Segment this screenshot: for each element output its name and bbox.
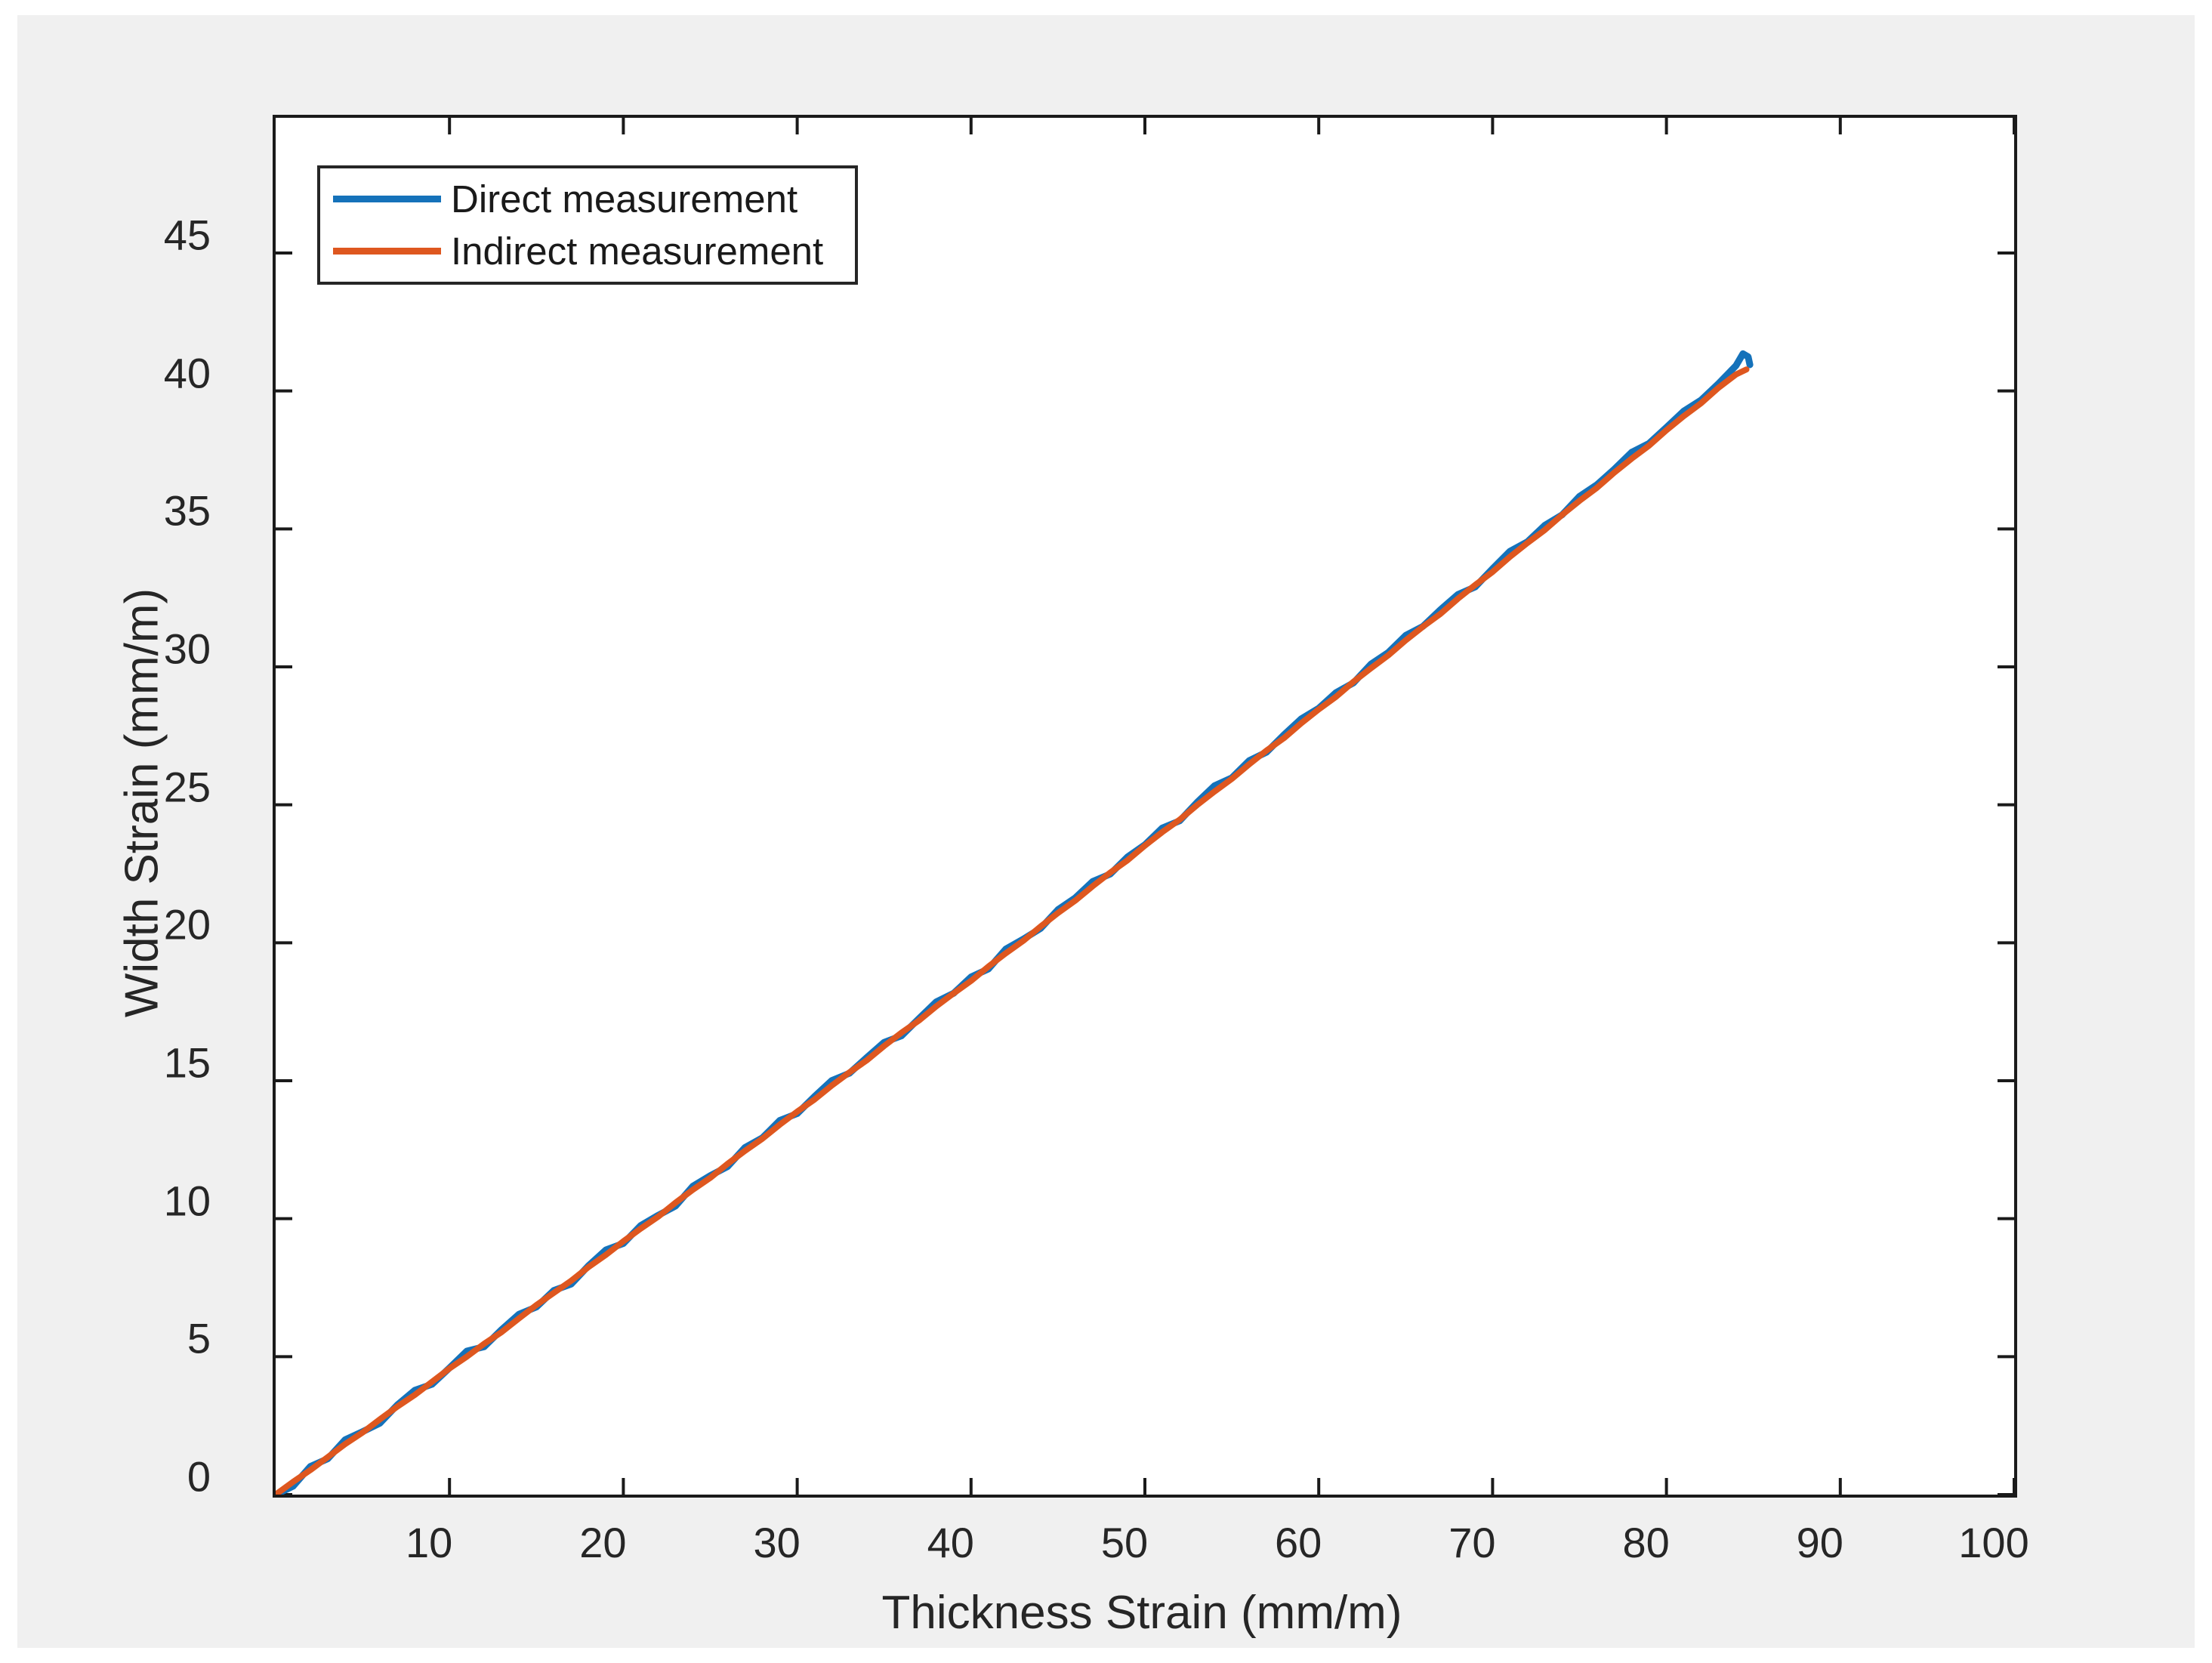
x-tick-label: 60 bbox=[1275, 1519, 1322, 1566]
legend-item-indirect[interactable]: Indirect measurement bbox=[320, 229, 855, 273]
y-axis-title: Width Strain (mm/m) bbox=[116, 588, 168, 1018]
y-tick-label: 0 bbox=[187, 1452, 211, 1501]
x-tick-label: 20 bbox=[579, 1519, 627, 1566]
x-tick-label: 90 bbox=[1796, 1519, 1843, 1566]
y-tick-label: 35 bbox=[163, 486, 211, 535]
legend-label-direct: Direct measurement bbox=[451, 177, 798, 221]
series-line-indirect[interactable] bbox=[276, 366, 1750, 1495]
x-tick-label: 10 bbox=[406, 1519, 453, 1566]
y-tick-label: 30 bbox=[163, 625, 211, 673]
legend-label-indirect: Indirect measurement bbox=[451, 230, 824, 273]
x-tick-label: 80 bbox=[1622, 1519, 1670, 1566]
y-tick-label: 20 bbox=[163, 900, 211, 949]
x-tick-label: 70 bbox=[1448, 1519, 1496, 1566]
legend-item-direct[interactable]: Direct measurement bbox=[320, 177, 855, 221]
x-tick-label: 40 bbox=[927, 1519, 974, 1566]
x-tick-label: 50 bbox=[1100, 1519, 1149, 1566]
legend-line-swatch-indirect bbox=[333, 248, 441, 255]
plot-area[interactable]: Direct measurement Indirect measurement bbox=[273, 115, 2017, 1498]
plot-svg[interactable] bbox=[276, 118, 2014, 1495]
y-tick-label: 40 bbox=[163, 349, 211, 397]
figure-canvas: Width Strain (mm/m) Direct measurement I… bbox=[17, 15, 2195, 1648]
x-tick-label: 100 bbox=[1958, 1519, 2029, 1566]
y-tick-label: 10 bbox=[163, 1177, 211, 1225]
y-tick-label: 15 bbox=[163, 1038, 211, 1087]
legend-line-swatch-direct bbox=[333, 195, 441, 202]
y-tick-label: 5 bbox=[187, 1314, 211, 1362]
y-tick-label: 25 bbox=[163, 763, 211, 811]
legend[interactable]: Direct measurement Indirect measurement bbox=[317, 165, 858, 285]
series-line-direct[interactable] bbox=[276, 350, 1754, 1495]
y-tick-label: 45 bbox=[163, 211, 211, 259]
x-axis-title: Thickness Strain (mm/m) bbox=[881, 1587, 1402, 1639]
x-tick-label: 30 bbox=[753, 1519, 801, 1566]
